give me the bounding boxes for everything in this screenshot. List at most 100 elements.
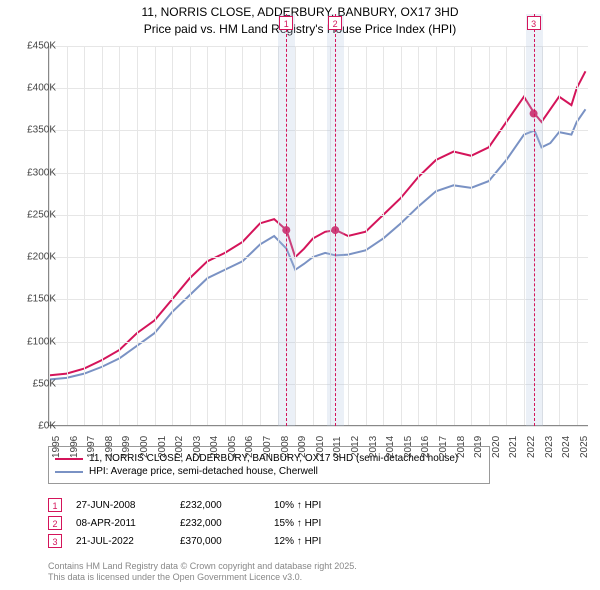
marker-line	[534, 14, 535, 426]
gridline-v	[207, 46, 208, 425]
sale-delta: 10% ↑ HPI	[274, 500, 321, 511]
gridline-v	[401, 46, 402, 425]
sales-table: 1 27-JUN-2008 £232,000 10% ↑ HPI 2 08-APR-201…	[48, 494, 321, 552]
x-axis-label: 1995	[51, 436, 62, 458]
gridline-v	[577, 46, 578, 425]
y-axis-label: £0K	[38, 421, 56, 432]
gridline-v	[348, 46, 349, 425]
sale-row: 2 08-APR-2011 £232,000 15% ↑ HPI	[48, 516, 321, 530]
x-axis-label: 2021	[508, 436, 519, 458]
gridline-v	[137, 46, 138, 425]
x-axis-label: 1999	[121, 436, 132, 458]
x-axis-label: 2003	[192, 436, 203, 458]
x-axis-label: 1997	[86, 436, 97, 458]
gridline-v	[383, 46, 384, 425]
x-axis-label: 2009	[297, 436, 308, 458]
sale-date: 21-JUL-2022	[76, 536, 166, 547]
gridline-v	[260, 46, 261, 425]
sale-price: £232,000	[180, 500, 260, 511]
sale-delta: 15% ↑ HPI	[274, 518, 321, 529]
gridline-v	[506, 46, 507, 425]
gridline-v	[49, 46, 50, 425]
gridline-v	[242, 46, 243, 425]
x-axis-label: 2012	[350, 436, 361, 458]
sale-date: 08-APR-2011	[76, 518, 166, 529]
sale-index-box: 2	[48, 516, 62, 530]
x-axis-label: 2000	[139, 436, 150, 458]
marker-line	[335, 14, 336, 426]
x-axis-label: 2023	[544, 436, 555, 458]
x-axis-label: 2004	[209, 436, 220, 458]
marker-label: 2	[328, 16, 342, 30]
marker-label: 3	[527, 16, 541, 30]
gridline-v	[172, 46, 173, 425]
legend-swatch	[55, 471, 83, 473]
marker-line	[286, 14, 287, 426]
x-axis-label: 2008	[280, 436, 291, 458]
gridline-v	[471, 46, 472, 425]
gridline-v	[155, 46, 156, 425]
gridline-v	[67, 46, 68, 425]
x-axis-label: 2024	[561, 436, 572, 458]
x-axis-label: 2010	[315, 436, 326, 458]
title-line-1: 11, NORRIS CLOSE, ADDERBURY, BANBURY, OX…	[0, 4, 600, 21]
gridline-v	[84, 46, 85, 425]
gridline-v	[119, 46, 120, 425]
y-axis-label: £50K	[33, 378, 56, 389]
gridline-v	[559, 46, 560, 425]
x-axis-label: 2007	[262, 436, 273, 458]
footer-line-2: This data is licensed under the Open Gov…	[48, 572, 357, 584]
footer-line-1: Contains HM Land Registry data © Crown c…	[48, 561, 357, 573]
x-axis-label: 1998	[104, 436, 115, 458]
gridline-v	[295, 46, 296, 425]
y-axis-label: £200K	[27, 252, 56, 263]
sale-price: £232,000	[180, 518, 260, 529]
gridline-v	[436, 46, 437, 425]
y-axis-label: £400K	[27, 83, 56, 94]
x-axis-label: 2022	[526, 436, 537, 458]
chart-title: 11, NORRIS CLOSE, ADDERBURY, BANBURY, OX…	[0, 0, 600, 38]
sale-row: 1 27-JUN-2008 £232,000 10% ↑ HPI	[48, 498, 321, 512]
plot-area: 123	[48, 46, 588, 426]
y-axis-label: £250K	[27, 209, 56, 220]
footer-attribution: Contains HM Land Registry data © Crown c…	[48, 561, 357, 584]
x-axis-label: 2018	[456, 436, 467, 458]
x-axis-label: 2014	[385, 436, 396, 458]
gridline-v	[190, 46, 191, 425]
gridline-v	[454, 46, 455, 425]
sale-row: 3 21-JUL-2022 £370,000 12% ↑ HPI	[48, 534, 321, 548]
y-axis-label: £350K	[27, 125, 56, 136]
x-axis-label: 2002	[174, 436, 185, 458]
y-axis-label: £150K	[27, 294, 56, 305]
sale-index-box: 3	[48, 534, 62, 548]
gridline-v	[102, 46, 103, 425]
series-line	[49, 71, 585, 375]
chart-container: 11, NORRIS CLOSE, ADDERBURY, BANBURY, OX…	[0, 0, 600, 590]
x-axis-label: 2025	[579, 436, 590, 458]
y-axis-label: £300K	[27, 167, 56, 178]
x-axis-label: 2001	[157, 436, 168, 458]
x-axis-label: 2016	[420, 436, 431, 458]
x-axis-label: 2015	[403, 436, 414, 458]
sale-index-box: 1	[48, 498, 62, 512]
x-axis-label: 2017	[438, 436, 449, 458]
x-axis-label: 2020	[491, 436, 502, 458]
title-line-2: Price paid vs. HM Land Registry's House …	[0, 21, 600, 38]
sale-delta: 12% ↑ HPI	[274, 536, 321, 547]
gridline-v	[489, 46, 490, 425]
x-axis-label: 2006	[244, 436, 255, 458]
sale-price: £370,000	[180, 536, 260, 547]
x-axis-label: 2005	[227, 436, 238, 458]
legend-item: HPI: Average price, semi-detached house,…	[55, 466, 483, 477]
gridline-v	[366, 46, 367, 425]
gridline-h	[49, 426, 588, 427]
gridline-v	[225, 46, 226, 425]
gridline-v	[418, 46, 419, 425]
y-axis-label: £450K	[27, 41, 56, 52]
marker-label: 1	[279, 16, 293, 30]
sale-date: 27-JUN-2008	[76, 500, 166, 511]
x-axis-label: 2013	[368, 436, 379, 458]
x-axis-label: 2011	[332, 436, 343, 458]
x-axis-label: 2019	[473, 436, 484, 458]
gridline-v	[313, 46, 314, 425]
